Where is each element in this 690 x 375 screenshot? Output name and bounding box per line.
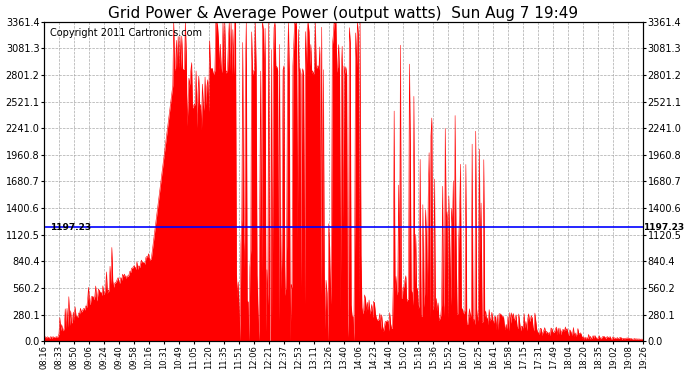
Text: Copyright 2011 Cartronics.com: Copyright 2011 Cartronics.com	[50, 28, 201, 38]
Title: Grid Power & Average Power (output watts)  Sun Aug 7 19:49: Grid Power & Average Power (output watts…	[108, 6, 579, 21]
Text: 1197.23: 1197.23	[50, 223, 91, 232]
Text: 1197.23: 1197.23	[643, 223, 684, 232]
